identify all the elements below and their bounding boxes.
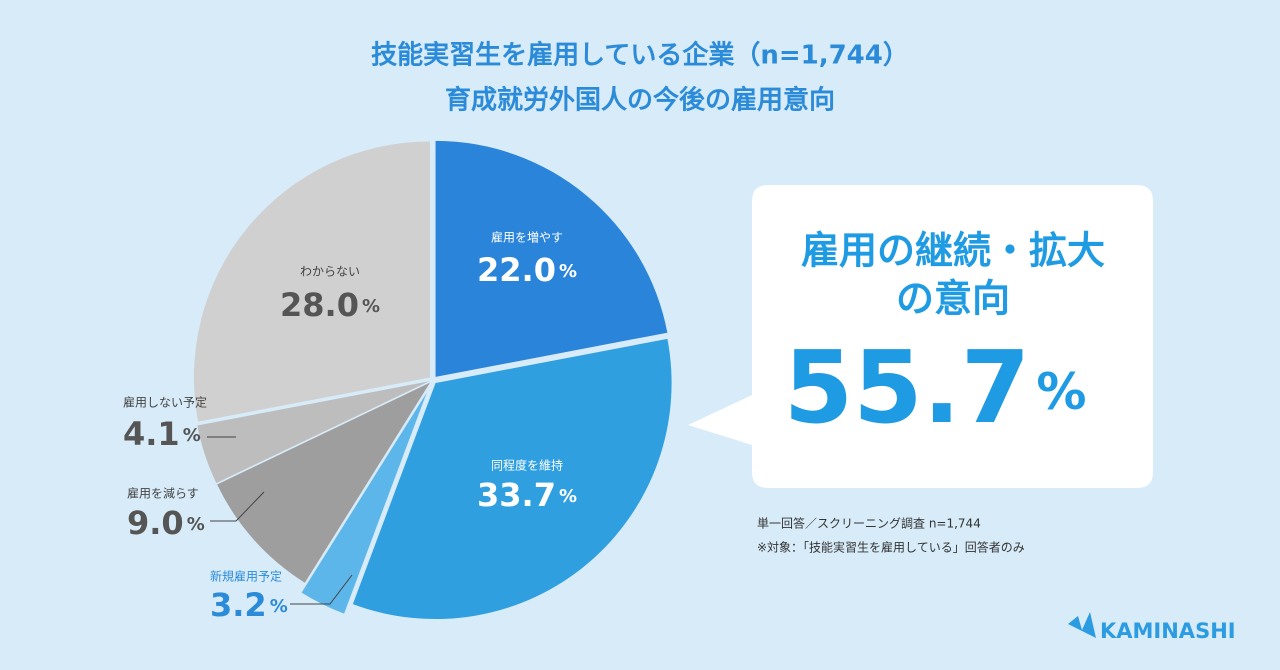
callout-unit: % — [1036, 363, 1086, 421]
pie-slice — [435, 140, 668, 377]
slice-name: わからない — [300, 265, 360, 279]
value-unit: % — [270, 596, 288, 617]
value-number: 28.0 — [280, 286, 359, 324]
callout-value: 55.7% — [784, 329, 1087, 446]
value-unit: % — [362, 296, 380, 317]
value-label: 9.0% — [127, 504, 205, 542]
logo: KAMINASHI — [1068, 612, 1236, 643]
note: ※対象：「技能実習生を雇用している」回答者のみ — [757, 540, 1025, 555]
value-label: 3.2% — [210, 586, 288, 624]
logo-text: KAMINASHI — [1100, 619, 1236, 643]
slice-name: 雇用を増やす — [491, 230, 563, 245]
pie-slice — [301, 392, 427, 614]
callout-box — [688, 185, 1153, 488]
callout: 雇用の継続・拡大 の意向 55.7% — [688, 185, 1153, 488]
leader-line — [290, 574, 353, 605]
callout-text: の意向 — [896, 277, 1010, 321]
value-unit: % — [559, 486, 577, 507]
callout-text: 雇用の継続・拡大 — [801, 229, 1105, 273]
value-label: 4.1% — [123, 415, 201, 453]
note: 単一回答／スクリーニング調査 n=1,744 — [757, 516, 981, 531]
slice-name: 新規雇用予定 — [210, 569, 282, 584]
chart-title: 技能実習生を雇用している企業（n=1,744） — [371, 40, 909, 71]
value-number: 9.0 — [127, 504, 184, 542]
value-number: 22.0 — [477, 251, 556, 289]
value-number: 33.7 — [477, 476, 556, 514]
chart-title: 育成就労外国人の今後の雇用意向 — [445, 85, 835, 116]
leader-line — [210, 491, 265, 522]
value-label: 33.7% — [477, 476, 577, 514]
value-label: 28.0% — [280, 286, 380, 324]
pie-slice — [217, 382, 431, 583]
callout-number: 55.7 — [784, 329, 1031, 446]
pie-slice — [193, 141, 430, 422]
logo-icon — [1068, 612, 1096, 638]
slice-name: 雇用を減らす — [127, 486, 199, 501]
slice-name: 雇用しない予定 — [123, 395, 207, 410]
value-unit: % — [559, 261, 577, 282]
value-number: 3.2 — [210, 586, 267, 624]
value-unit: % — [183, 425, 201, 446]
pie: 雇用を増やす 22.0 % 同程度を維持 33.7 % 新規雇用予定 3.2 % 雇用を減らす 9.… — [123, 140, 672, 624]
value-label: 22.0% — [477, 251, 577, 289]
value-number: 4.1 — [123, 415, 180, 453]
pie-slice — [197, 381, 430, 484]
value-unit: % — [187, 514, 205, 535]
slice-name: 同程度を維持 — [491, 458, 563, 473]
pie-slice — [352, 338, 672, 620]
